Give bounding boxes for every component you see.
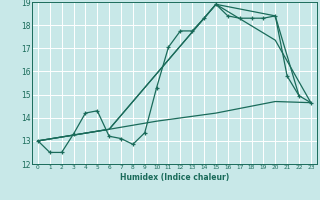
X-axis label: Humidex (Indice chaleur): Humidex (Indice chaleur) xyxy=(120,173,229,182)
